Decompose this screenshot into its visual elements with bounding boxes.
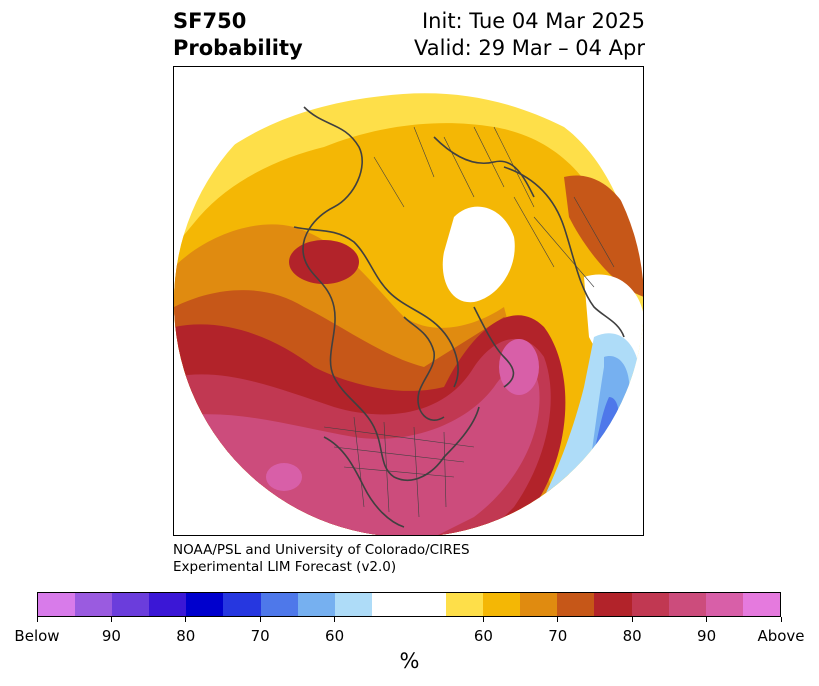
- colorbar-segment: [742, 593, 780, 616]
- colorbar-tick-label: 60: [325, 627, 345, 645]
- variable-type: Probability: [173, 36, 303, 60]
- colorbar-tick-label: 90: [101, 627, 121, 645]
- credit-line2: Experimental LIM Forecast (v2.0): [173, 559, 397, 575]
- variable-name: SF750: [173, 9, 247, 33]
- colorbar-tickmark: [780, 617, 782, 622]
- colorbar: [37, 592, 781, 617]
- colorbar-tick-label: 90: [697, 627, 717, 645]
- colorbar-segment: [75, 593, 113, 616]
- valid-range: Valid: 29 Mar – 04 Apr: [414, 36, 645, 60]
- colorbar-tick-label: Below: [14, 627, 60, 645]
- colorbar-segment: [297, 593, 335, 616]
- colorbar-segment: [631, 593, 669, 616]
- probability-map: [174, 67, 643, 535]
- colorbar-segment: [483, 593, 521, 616]
- colorbar-tickmark: [259, 617, 261, 622]
- colorbar-tick-label: 80: [176, 627, 196, 645]
- colorbar-tick-label: 70: [250, 627, 270, 645]
- prob-max-alaska: [289, 240, 359, 284]
- colorbar-tick-label: 60: [473, 627, 493, 645]
- colorbar-segment: [446, 593, 484, 616]
- colorbar-tick-label: 80: [622, 627, 642, 645]
- colorbar-segment: [520, 593, 558, 616]
- colorbar-units: %: [399, 649, 420, 673]
- colorbar-tickmark: [557, 617, 559, 622]
- colorbar-segment: [112, 593, 150, 616]
- colorbar-segment: [334, 593, 372, 616]
- colorbar-segment: [668, 593, 706, 616]
- colorbar-segment: [149, 593, 187, 616]
- map-panel: [173, 66, 644, 536]
- prob-max-atlantic: [499, 339, 539, 395]
- credit: NOAA/PSL and University of Colorado/CIRE…: [173, 542, 470, 576]
- colorbar-segment: [38, 593, 76, 616]
- colorbar-segment: [260, 593, 298, 616]
- colorbar-segment: [594, 593, 632, 616]
- political-borders: [323, 126, 615, 518]
- colorbar-tickmark: [110, 617, 112, 622]
- near-normal-siberia: [442, 206, 515, 303]
- colorbar-segment: [223, 593, 261, 616]
- colorbar-segment: [186, 593, 224, 616]
- colorbar-tickmark: [631, 617, 633, 622]
- colorbar-tickmark: [482, 617, 484, 622]
- colorbar-segment: [408, 593, 447, 616]
- title-left: SF750 Probability: [173, 8, 303, 62]
- title-right: Init: Tue 04 Mar 2025 Valid: 29 Mar – 04…: [414, 8, 645, 62]
- init-date: Init: Tue 04 Mar 2025: [421, 9, 645, 33]
- colorbar-tickmark: [185, 617, 187, 622]
- colorbar-tick-label: Above: [757, 627, 805, 645]
- colorbar-tickmark: [36, 617, 38, 622]
- colorbar-segment: [705, 593, 743, 616]
- colorbar-segment: [371, 593, 409, 616]
- credit-line1: NOAA/PSL and University of Colorado/CIRE…: [173, 542, 470, 558]
- colorbar-tickmark: [334, 617, 336, 622]
- colorbar-tick-label: 70: [548, 627, 568, 645]
- colorbar-tickmark: [706, 617, 708, 622]
- prob-max-southwest: [266, 463, 302, 491]
- colorbar-segment: [557, 593, 595, 616]
